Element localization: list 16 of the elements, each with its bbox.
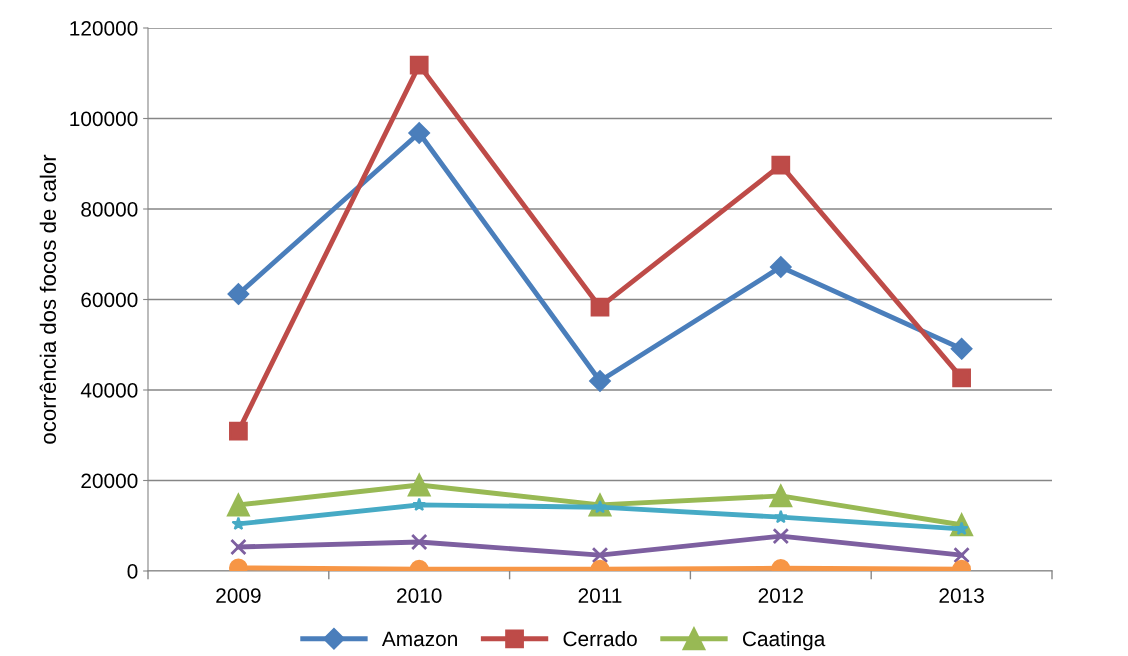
y-tick-label: 100000 xyxy=(70,111,138,127)
legend-label: Amazon xyxy=(381,631,457,647)
y-tick-label: 20000 xyxy=(81,473,138,489)
x-tick-label: 2011 xyxy=(578,588,622,603)
x-tick-label: 2012 xyxy=(758,588,803,603)
y-tick-label: 40000 xyxy=(80,383,138,398)
y-axis-title: ocorrência dos focos de calor xyxy=(39,154,57,444)
y-tick-label: 120000 xyxy=(70,21,138,36)
x-tick-label: 2013 xyxy=(939,588,984,603)
legend-label: Cerrado xyxy=(563,630,637,647)
y-tick-label: 60000 xyxy=(81,292,138,308)
legend-label: Caatinga xyxy=(742,630,826,651)
x-tick-label: 2009 xyxy=(216,588,261,603)
y-tick-label: 80000 xyxy=(81,202,138,217)
x-tick-label: 2010 xyxy=(397,588,442,603)
y-tick-label: 0 xyxy=(127,564,138,579)
